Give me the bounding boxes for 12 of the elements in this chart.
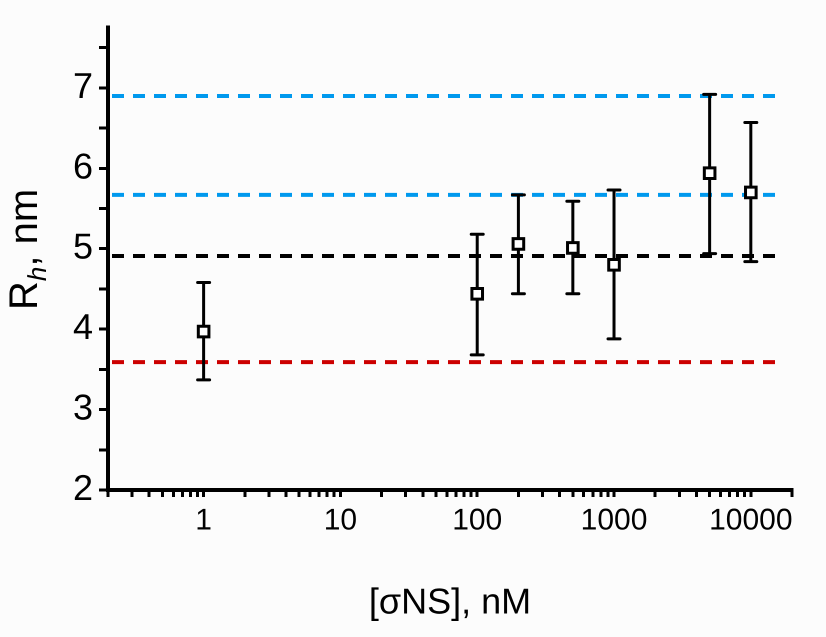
y-tick-label: 6 xyxy=(72,145,93,186)
x-tick-label: 1000 xyxy=(580,503,648,536)
y-tick-label: 2 xyxy=(72,466,93,508)
y-tick-label: 5 xyxy=(72,226,93,267)
x-tick-label: 10 xyxy=(324,503,358,536)
y-tick-label: 3 xyxy=(72,386,93,428)
x-tick-label: 100 xyxy=(452,503,502,536)
x-axis-title: [σNS], nM xyxy=(368,580,532,622)
x-tick-label: 1 xyxy=(195,503,212,536)
y-tick-label: 4 xyxy=(72,306,93,348)
y-tick-label: 7 xyxy=(72,64,93,106)
x-tick-label: 10000 xyxy=(709,503,793,536)
